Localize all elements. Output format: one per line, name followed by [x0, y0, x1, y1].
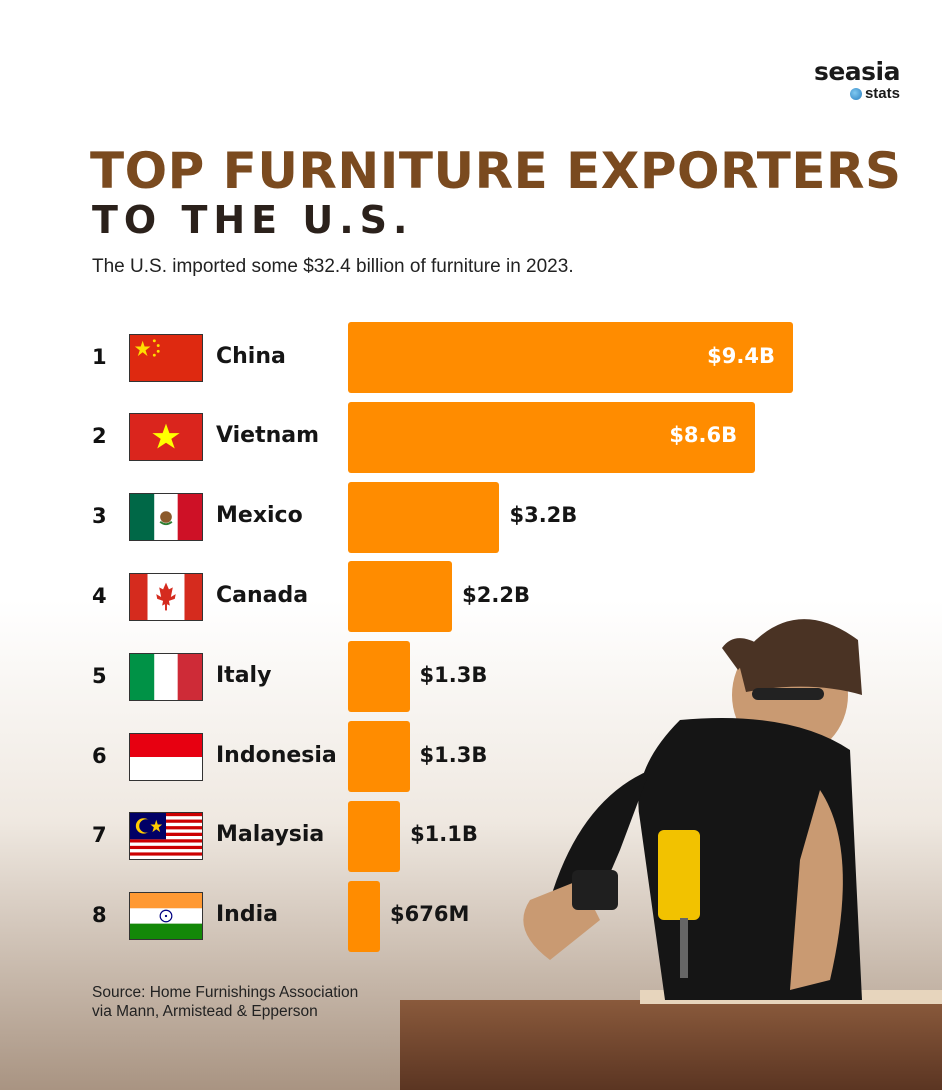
- rank-number: 5: [92, 663, 107, 688]
- rank-number: 2: [92, 424, 107, 449]
- bar-value-label: $1.1B: [410, 822, 478, 847]
- mexico-flag: [129, 493, 203, 542]
- source-line-1: Source: Home Furnishings Association: [92, 984, 359, 1001]
- country-label: India: [216, 902, 278, 928]
- rank-number: 3: [92, 504, 107, 529]
- bar-value-label: $9.4B: [707, 343, 775, 368]
- brand-name: seasia: [813, 57, 901, 86]
- bar-value-label: $1.3B: [419, 662, 488, 687]
- country-label: Malaysia: [216, 822, 325, 848]
- india-flag: [129, 892, 203, 941]
- bar-value-label: $8.6B: [669, 423, 738, 448]
- country-label: Italy: [216, 662, 272, 688]
- bar: [348, 880, 380, 952]
- rank-number: 6: [92, 743, 107, 768]
- bar-value-label: $676M: [390, 902, 470, 927]
- page-title: TOP FURNITURE EXPORTERS: [90, 142, 902, 200]
- brand-sub: stats: [814, 86, 900, 102]
- country-label: China: [216, 343, 286, 369]
- brand-sub-label: stats: [864, 85, 900, 102]
- bar-value-label: $2.2B: [462, 582, 530, 607]
- bar-value-label: $1.3B: [419, 742, 488, 767]
- indonesia-flag: [129, 732, 203, 781]
- bar: [348, 800, 401, 872]
- workbench: [400, 1000, 942, 1090]
- bar: [348, 721, 410, 792]
- brand-logo: seasia stats: [813, 57, 901, 102]
- page-subtitle: The U.S. imported some $32.4 billion of …: [92, 256, 574, 277]
- bar-value-label: $3.2B: [509, 503, 578, 528]
- bar: [348, 481, 500, 553]
- rank-number: 1: [92, 344, 107, 369]
- malaysia-flag: [129, 812, 203, 861]
- bar: [348, 401, 756, 473]
- bar: [348, 641, 410, 713]
- source-note: Source: Home Furnishings Association via…: [92, 983, 358, 1021]
- vietnam-flag: [129, 413, 203, 462]
- italy-flag: [129, 652, 203, 701]
- country-label: Canada: [216, 582, 309, 608]
- bar: [348, 561, 453, 633]
- country-label: Vietnam: [216, 423, 320, 449]
- canada-flag: [129, 572, 203, 621]
- page-title-line2: TO THE U.S.: [92, 198, 414, 242]
- country-label: Indonesia: [216, 742, 337, 768]
- rank-number: 7: [92, 823, 107, 848]
- rank-number: 8: [92, 903, 107, 928]
- globe-icon: [849, 88, 862, 100]
- source-line-2: via Mann, Armistead & Epperson: [92, 1003, 318, 1020]
- rank-number: 4: [92, 583, 107, 608]
- china-flag: [129, 333, 203, 382]
- country-label: Mexico: [216, 503, 303, 529]
- carpenter-photo: [523, 619, 862, 1000]
- bar: [348, 322, 793, 393]
